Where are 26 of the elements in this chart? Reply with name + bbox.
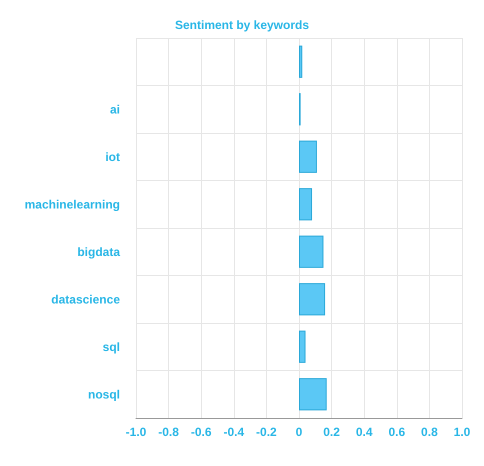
x-tick-label: -0.6 <box>190 425 212 439</box>
x-tick-label: 0.8 <box>421 425 438 439</box>
x-tick-label: -0.2 <box>256 425 278 439</box>
bar <box>299 46 302 78</box>
y-tick-label: iot <box>105 150 120 164</box>
bar <box>299 378 327 410</box>
x-tick-label: 0.2 <box>323 425 340 439</box>
x-tick-label: 0 <box>296 425 303 439</box>
x-tick-label: -0.8 <box>158 425 180 439</box>
chart-title: Sentiment by keywords <box>174 18 310 32</box>
bar <box>299 188 312 220</box>
y-tick-label: ai <box>110 102 120 116</box>
x-tick-label: 0.4 <box>356 425 373 439</box>
y-tick-label: datascience <box>51 292 120 306</box>
x-tick-label: 0.6 <box>388 425 406 439</box>
bar <box>299 330 306 363</box>
bar <box>299 140 317 173</box>
y-tick-label: bigdata <box>77 244 120 259</box>
y-tick-label: machinelearning <box>24 197 120 212</box>
bar <box>299 236 324 268</box>
y-tick-label: nosql <box>88 387 120 402</box>
bar <box>299 283 326 316</box>
x-tick-label: -0.4 <box>223 425 244 439</box>
y-tick-label: sql <box>102 340 120 354</box>
x-tick-label: 1.0 <box>454 425 471 439</box>
x-tick-label: -1.0 <box>126 425 147 439</box>
